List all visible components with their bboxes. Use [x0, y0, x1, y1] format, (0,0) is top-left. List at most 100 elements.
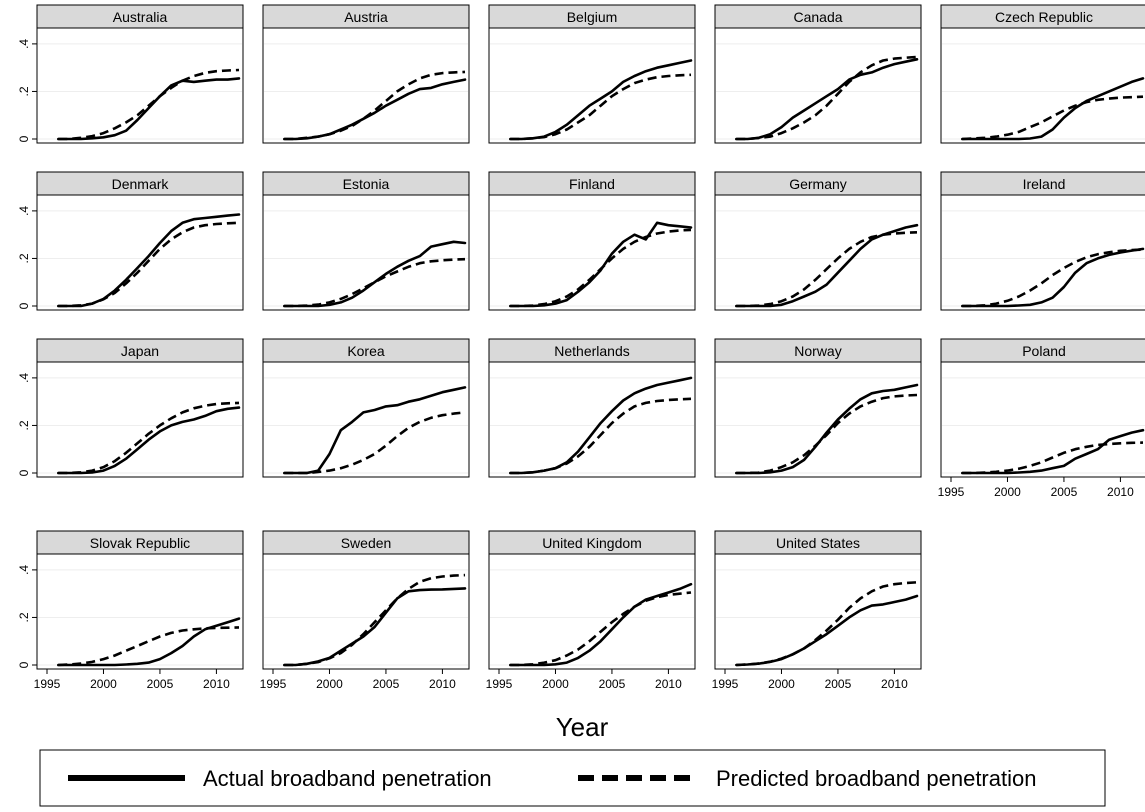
predicted-series-line [58, 68, 240, 141]
x-tick-label: 1995 [938, 485, 965, 499]
plot-area [940, 27, 1145, 144]
panel: Poland 1995 2000 2005 2010 [938, 338, 1145, 499]
x-tick-label: 2010 [203, 677, 230, 691]
x-tick-label: 1995 [260, 677, 287, 691]
x-tick-label: 1995 [486, 677, 513, 691]
x-tick-label: 2000 [316, 677, 343, 691]
actual-series-line [960, 428, 1145, 475]
panel: Netherlands [488, 338, 696, 478]
x-tick-label: 1995 [34, 677, 61, 691]
panel: Sweden 1995 2000 2005 2010 [260, 530, 470, 691]
x-tick-label: 2005 [825, 677, 852, 691]
actual-series-line [56, 406, 241, 475]
x-tick-label: 2005 [147, 677, 174, 691]
plot-area [488, 27, 696, 144]
y-tick-label: .2 [17, 420, 31, 430]
x-tick-label: 2000 [542, 677, 569, 691]
predicted-series-line [736, 55, 918, 141]
plot-area [36, 361, 244, 478]
x-tick-label: 2005 [373, 677, 400, 691]
small-multiple-panels: Australia 0 .2 .4 Austria Belgium Canada Czech … [17, 4, 1145, 691]
panel-title: Norway [794, 343, 841, 359]
y-tick-label: .2 [17, 86, 31, 96]
legend-actual-label: Actual broadband penetration [203, 766, 492, 791]
panel-title: Poland [1022, 343, 1066, 359]
x-tick-label: 2010 [429, 677, 456, 691]
actual-series-line [508, 376, 693, 475]
panel-title: Estonia [343, 176, 390, 192]
actual-series-line [508, 221, 693, 308]
panel-title: United Kingdom [542, 535, 642, 551]
x-tick-label: 2010 [655, 677, 682, 691]
x-tick-label: 2005 [1051, 485, 1078, 499]
panel-title: Korea [347, 343, 385, 359]
y-tick-label: .2 [17, 612, 31, 622]
panel-title: Czech Republic [995, 9, 1093, 25]
panel: Canada [714, 4, 922, 144]
panel: Czech Republic [940, 4, 1145, 144]
panel-title: Canada [793, 9, 842, 25]
actual-series-line [960, 77, 1145, 141]
panel-title: Japan [121, 343, 159, 359]
legend-predicted-label: Predicted broadband penetration [716, 766, 1036, 791]
y-tick-label: .2 [17, 253, 31, 263]
actual-series-line [508, 59, 693, 141]
panel-title: Ireland [1023, 176, 1066, 192]
panel: Norway [714, 338, 922, 478]
legend: Actual broadband penetration Predicted b… [39, 749, 1106, 807]
y-tick-label: .4 [17, 206, 31, 216]
panel: United States 1995 2000 2005 2010 [712, 530, 922, 691]
x-tick-label: 1995 [712, 677, 739, 691]
panel: Belgium [488, 4, 696, 144]
plot-area [262, 361, 470, 478]
actual-series-line [734, 594, 919, 667]
panel-title: Slovak Republic [90, 535, 190, 551]
legend-box [39, 749, 1106, 807]
x-tick-label: 2000 [90, 677, 117, 691]
actual-series-line [282, 386, 467, 475]
panel: Germany [714, 171, 922, 311]
predicted-series-line [962, 248, 1144, 308]
y-tick-label: 0 [17, 469, 31, 476]
panel: Australia 0 .2 .4 [17, 4, 244, 144]
x-tick-label: 2005 [599, 677, 626, 691]
actual-series-line [734, 223, 919, 308]
actual-series-line [56, 77, 241, 141]
predicted-series-line [736, 393, 918, 475]
plot-area [36, 553, 244, 670]
plot-area [488, 194, 696, 311]
plot-area [36, 27, 244, 144]
panel: Korea [262, 338, 470, 478]
actual-series-line [508, 582, 693, 667]
panel-title: Finland [569, 176, 615, 192]
plot-area [262, 194, 470, 311]
plot-area [714, 194, 922, 311]
y-tick-label: .4 [17, 373, 31, 383]
y-tick-label: .4 [17, 39, 31, 49]
panel-title: Australia [113, 9, 168, 25]
panel-title: Sweden [341, 535, 392, 551]
panel: Austria [262, 4, 470, 144]
plot-area [488, 553, 696, 670]
plot-area [714, 27, 922, 144]
predicted-series-line [510, 591, 692, 667]
plot-area [36, 194, 244, 311]
plot-area [714, 361, 922, 478]
x-tick-label: 2000 [994, 485, 1021, 499]
panel-title: Belgium [567, 9, 618, 25]
actual-series-line [734, 57, 919, 141]
y-tick-label: .4 [17, 565, 31, 575]
plot-area [488, 361, 696, 478]
y-tick-label: 0 [17, 135, 31, 142]
actual-series-line [282, 240, 467, 308]
panel-title: Netherlands [554, 343, 630, 359]
actual-series-line [56, 617, 241, 667]
panel: Japan 0 .2 .4 [17, 338, 244, 478]
panel: Denmark 0 .2 .4 [17, 171, 244, 311]
x-tick-label: 2010 [1107, 485, 1134, 499]
actual-series-line [734, 383, 919, 475]
predicted-series-line [58, 401, 240, 475]
y-tick-label: 0 [17, 661, 31, 668]
x-tick-label: 2000 [768, 677, 795, 691]
